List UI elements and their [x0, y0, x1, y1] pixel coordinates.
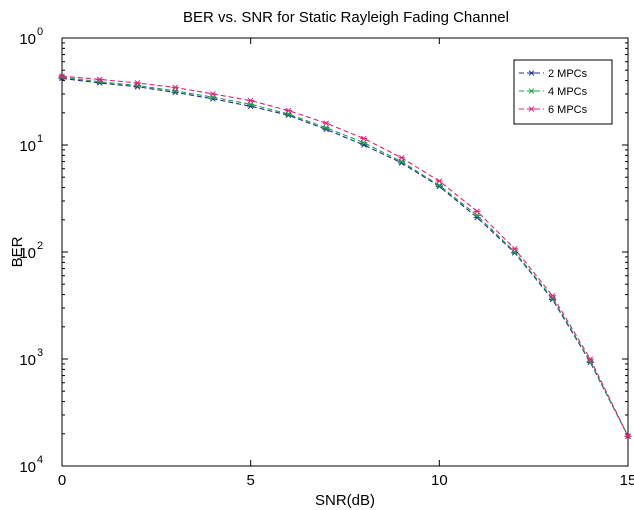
- series-2-point: [322, 124, 330, 131]
- legend-label: 4 MPCs: [548, 86, 588, 98]
- series-3-point: [284, 107, 292, 114]
- series-line-1: [61, 77, 629, 437]
- series-3-point: [360, 135, 368, 142]
- series-lines: [58, 73, 632, 439]
- series-1-point: [511, 250, 519, 256]
- y-tick-label: 10: [19, 245, 36, 262]
- series-3-point: [58, 73, 66, 79]
- series-3-point: [209, 91, 217, 97]
- legend-label: 6 MPCs: [548, 104, 588, 116]
- series-3-point: [398, 154, 406, 161]
- y-tick-label: 10: [19, 31, 36, 48]
- legend: 2 MPCs 4 MPCs 6 MPCs: [513, 59, 613, 125]
- series-3-point: [171, 84, 179, 91]
- series-2-point: [58, 74, 66, 81]
- legend-marker: [528, 70, 535, 76]
- series-2-point: [435, 182, 443, 189]
- series-3-point: [549, 292, 557, 299]
- series-2-point: [360, 139, 368, 146]
- chart-title: BER vs. SNR for Static Rayleigh Fading C…: [183, 9, 509, 26]
- series-3-point: [133, 80, 141, 86]
- y-tick-exponent: 2: [37, 240, 43, 252]
- series-line-2: [61, 76, 629, 437]
- x-tick-label: 10: [431, 472, 448, 489]
- y-tick-exponent: 3: [37, 347, 43, 359]
- y-tick-exponent: 4: [37, 454, 43, 466]
- series-line-3: [61, 75, 629, 437]
- x-tick-label: 5: [246, 472, 254, 489]
- series-3-point: [435, 178, 443, 184]
- series-3-point: [511, 246, 519, 252]
- y-axis-label: BER: [9, 236, 26, 267]
- series-3-point: [96, 76, 104, 83]
- series-2-point: [473, 212, 481, 219]
- x-tick-label: 15: [620, 472, 634, 489]
- series-3-point: [247, 97, 255, 104]
- x-axis: 0 5 10 15: [58, 38, 634, 489]
- x-axis-label: SNR(dB): [315, 492, 375, 509]
- y-tick-label: 10: [19, 459, 36, 476]
- legend-marker: [528, 88, 535, 94]
- series-3-point: [586, 356, 594, 362]
- x-tick-label: 0: [58, 472, 66, 489]
- series-3-point: [624, 433, 632, 439]
- legend-label: 2 MPCs: [548, 68, 588, 80]
- series-3-point: [473, 208, 481, 215]
- legend-marker: [528, 106, 535, 112]
- y-tick-exponent: 0: [37, 26, 43, 38]
- series-3-point: [322, 120, 330, 126]
- y-tick-label: 10: [19, 138, 36, 155]
- y-tick-exponent: 1: [37, 133, 43, 145]
- y-tick-label: 10: [19, 352, 36, 369]
